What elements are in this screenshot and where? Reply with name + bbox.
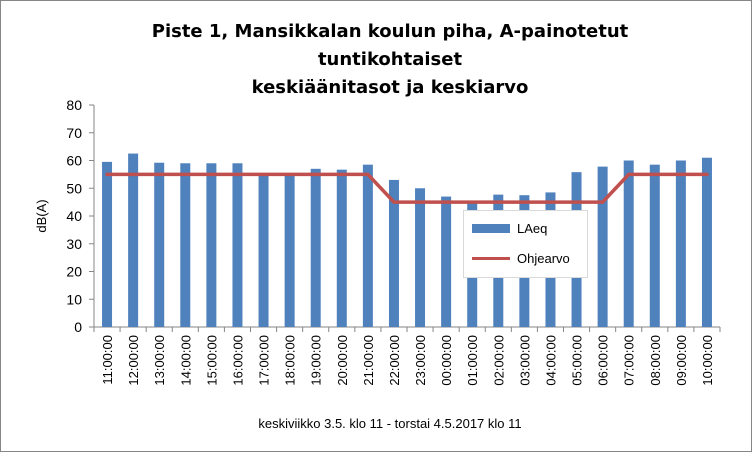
x-tick-label: 13:00:00 — [152, 335, 167, 386]
legend-swatch-ohjearvo — [472, 257, 510, 260]
y-tick-label: 40 — [66, 208, 82, 224]
x-tick-label: 01:00:00 — [465, 335, 480, 386]
legend-item-ohjearvo: Ohjearvo — [472, 251, 570, 266]
y-axis-title: dB(A) — [34, 199, 49, 232]
bar-laeq — [336, 169, 347, 327]
legend: LAeq Ohjearvo — [463, 210, 588, 278]
x-tick-label: 16:00:00 — [230, 335, 245, 386]
x-tick-label: 05:00:00 — [570, 335, 585, 386]
bar-laeq — [388, 179, 399, 327]
legend-label-ohjearvo: Ohjearvo — [517, 251, 570, 266]
x-tick-label: 19:00:00 — [309, 335, 324, 386]
x-tick-label: 12:00:00 — [126, 335, 141, 386]
bar-laeq — [102, 161, 113, 327]
legend-label-laeq: LAeq — [517, 221, 548, 236]
chart-title-line-2: keskiäänitasot ja keskiarvo — [251, 77, 529, 98]
x-tick-label: 18:00:00 — [283, 335, 298, 386]
x-tick-label: 11:00:00 — [100, 335, 115, 385]
x-tick-label: 20:00:00 — [335, 335, 350, 386]
chart-title: Piste 1, Mansikkalan koulun piha, A-pain… — [80, 18, 700, 102]
y-tick-label: 80 — [66, 97, 82, 113]
x-tick-label: 08:00:00 — [648, 335, 663, 386]
bar-laeq — [675, 160, 686, 327]
x-tick-label: 09:00:00 — [674, 335, 689, 386]
bar-laeq — [441, 196, 452, 327]
bar-laeq — [415, 188, 426, 327]
x-tick-label: 14:00:00 — [178, 335, 193, 386]
x-tick-label: 22:00:00 — [387, 335, 402, 386]
x-tick-label: 00:00:00 — [439, 335, 454, 386]
x-tick-label: 23:00:00 — [413, 335, 428, 386]
x-tick-label: 07:00:00 — [622, 335, 637, 386]
bar-laeq — [232, 163, 243, 327]
bar-laeq — [310, 168, 321, 327]
x-tick-label: 17:00:00 — [257, 335, 272, 386]
bar-laeq — [284, 174, 295, 327]
x-tick-label: 15:00:00 — [204, 335, 219, 386]
bar-laeq — [258, 175, 269, 327]
bar-laeq — [154, 162, 165, 327]
y-tick-label: 70 — [66, 125, 82, 141]
y-tick-label: 10 — [66, 291, 82, 307]
y-tick-label: 0 — [74, 319, 82, 335]
chart-title-line-1: Piste 1, Mansikkalan koulun piha, A-pain… — [151, 21, 629, 70]
bar-laeq — [180, 163, 191, 327]
y-tick-label: 50 — [66, 180, 82, 196]
bar-laeq — [623, 160, 634, 327]
y-tick-label: 30 — [66, 236, 82, 252]
bar-laeq — [206, 163, 217, 327]
x-tick-label: 02:00:00 — [491, 335, 506, 386]
bar-laeq — [128, 153, 139, 327]
bar-laeq — [701, 157, 712, 327]
x-axis-title: keskiviikko 3.5. klo 11 - torstai 4.5.20… — [258, 416, 522, 431]
x-tick-label: 03:00:00 — [517, 335, 532, 386]
bar-laeq — [597, 166, 608, 327]
bar-laeq — [649, 164, 660, 327]
legend-item-laeq: LAeq — [472, 221, 547, 236]
x-tick-label: 10:00:00 — [700, 335, 715, 386]
x-tick-label: 04:00:00 — [543, 335, 558, 386]
y-tick-label: 20 — [66, 264, 82, 280]
x-tick-label: 21:00:00 — [361, 335, 376, 386]
legend-swatch-laeq — [472, 224, 510, 233]
line-ohjearvo — [105, 172, 709, 204]
y-tick-label: 60 — [66, 153, 82, 169]
bar-laeq — [362, 164, 373, 327]
x-tick-label: 06:00:00 — [596, 335, 611, 386]
